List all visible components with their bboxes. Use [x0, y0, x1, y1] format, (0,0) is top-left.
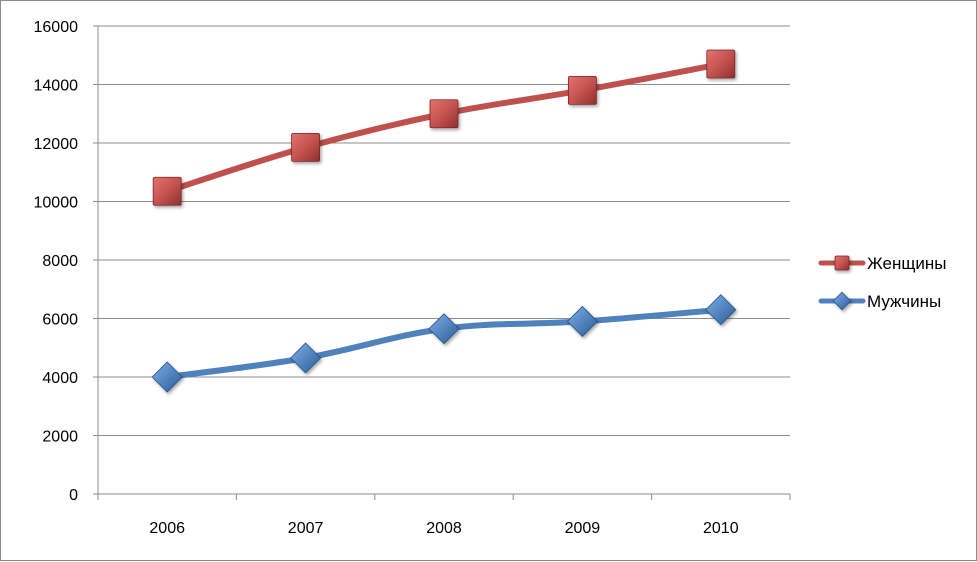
data-point [290, 342, 322, 374]
series [151, 49, 737, 393]
x-tick-label: 2009 [565, 520, 601, 537]
data-point [151, 361, 183, 393]
y-tick-label: 0 [69, 487, 78, 504]
axes: 0 2000 4000 6000 8000 10000 12000 14000 16000 200… [34, 19, 791, 537]
y-tick-label: 8000 [42, 253, 78, 270]
y-tick-label: 12000 [34, 136, 79, 153]
y-tick-label: 14000 [34, 78, 79, 95]
x-tick-label: 2008 [426, 520, 462, 537]
series-1 [151, 294, 737, 393]
data-point [291, 132, 321, 162]
series-0 [152, 49, 736, 206]
x-tick-label: 2006 [149, 520, 185, 537]
data-point [705, 294, 737, 326]
y-tick-label: 2000 [42, 429, 78, 446]
legend-marker [832, 291, 852, 311]
y-tick-label: 16000 [34, 19, 79, 36]
legend-label: Женщины [867, 254, 946, 273]
y-tick-label: 4000 [42, 370, 78, 387]
data-point [152, 176, 182, 206]
legend: Женщины Мужчины [818, 254, 946, 311]
legend-label: Мужчины [867, 292, 941, 311]
x-tick-label: 2007 [288, 520, 324, 537]
data-point [566, 305, 598, 337]
y-tick-label: 6000 [42, 312, 78, 329]
data-point [568, 75, 597, 105]
x-tick-label: 2010 [703, 520, 739, 537]
data-point [428, 313, 460, 345]
data-point [429, 99, 459, 129]
legend-marker [834, 255, 850, 271]
y-tick-label: 10000 [34, 195, 79, 212]
data-point [706, 49, 736, 79]
